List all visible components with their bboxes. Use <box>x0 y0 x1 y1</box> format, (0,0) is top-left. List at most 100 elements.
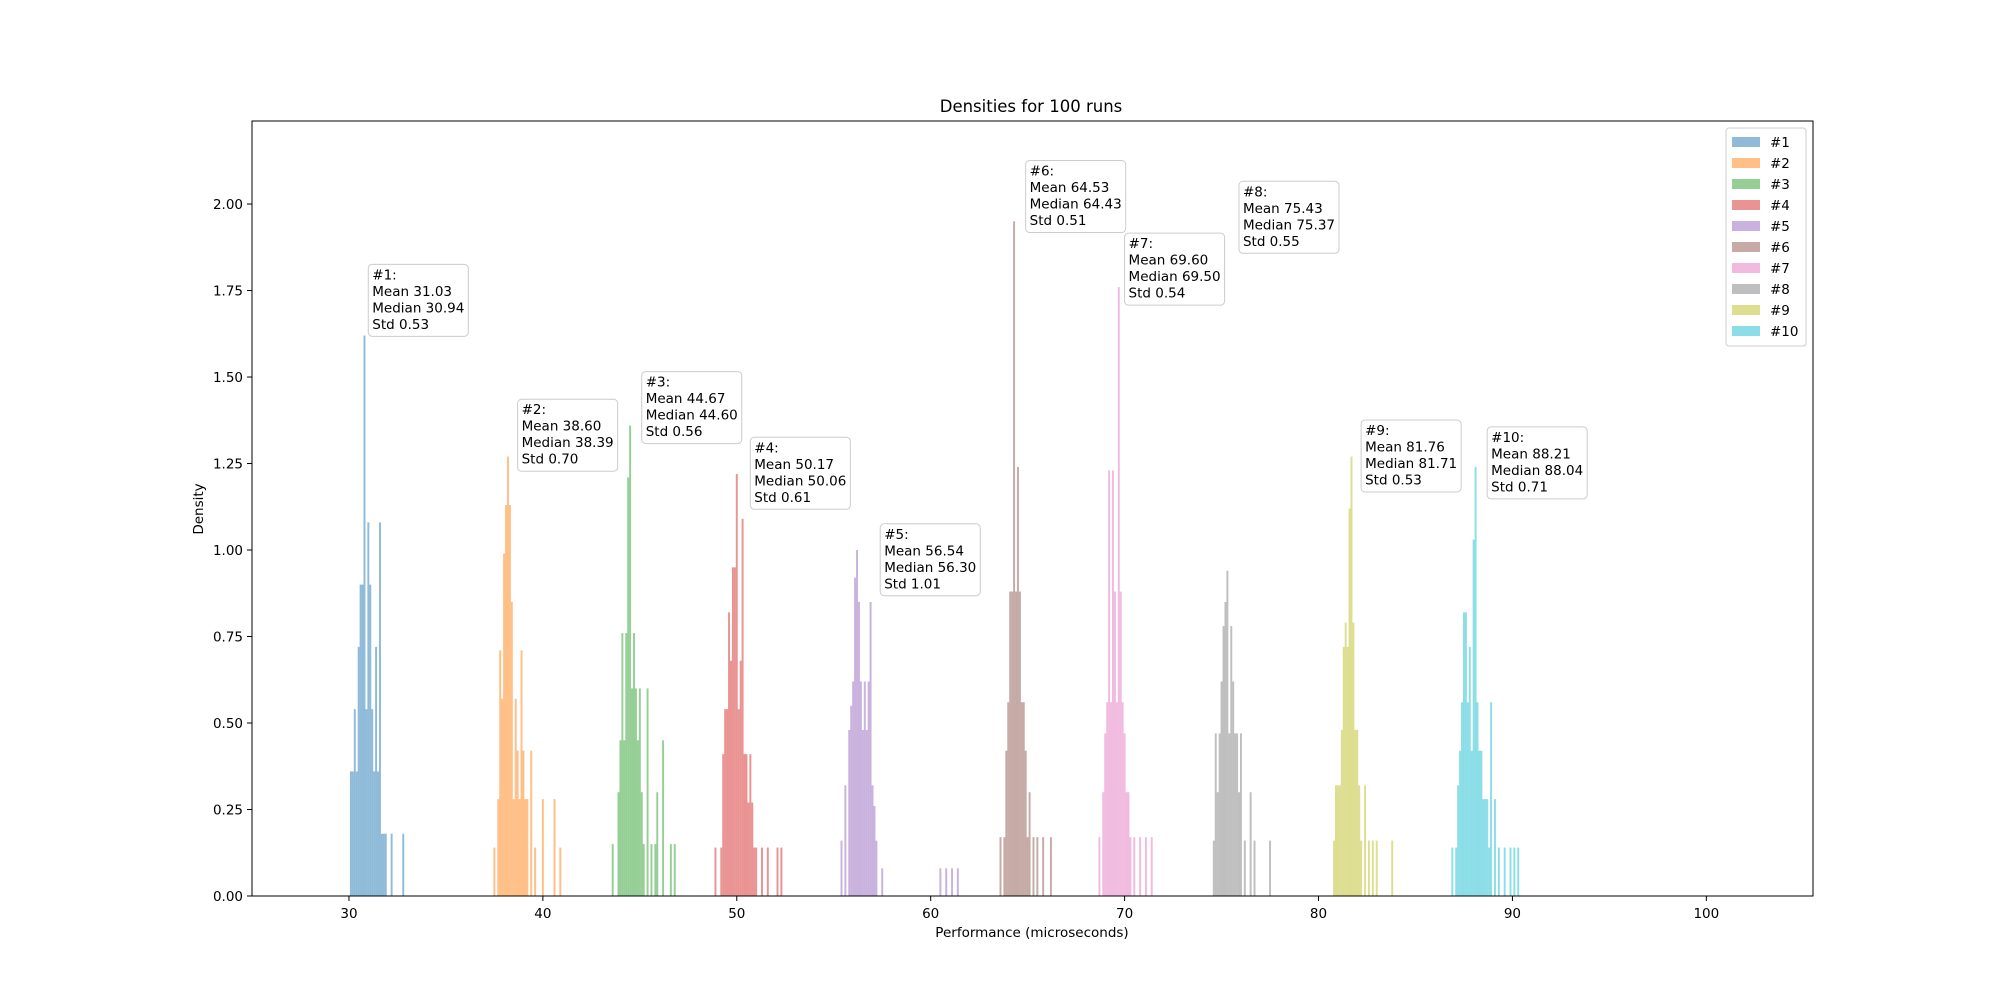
bar-series-1-bin-5 <box>357 646 360 896</box>
bar-series-9-bin-8 <box>1346 646 1349 896</box>
bar-series-4-bin-17 <box>749 754 752 896</box>
bar-series-5-bin-12 <box>865 729 868 896</box>
annotation-line-3-3: Median 44.60 <box>646 408 738 424</box>
bar-series-6-bin-16 <box>1032 837 1035 896</box>
bar-series-5-bin-22 <box>956 868 959 896</box>
bar-series-3-bin-4 <box>621 633 624 896</box>
bar-series-7-bin-3 <box>1104 733 1107 896</box>
y-tick-label-3: 0.50 <box>213 716 243 732</box>
bar-series-3-bin-8 <box>629 425 632 896</box>
bar-series-8-bin-1 <box>1212 840 1215 896</box>
bar-series-10-bin-12 <box>1474 466 1477 896</box>
bar-series-2-bin-19 <box>534 847 537 896</box>
annotation-box-4 <box>749 436 851 510</box>
bar-series-7-bin-19 <box>1144 837 1147 896</box>
bar-series-6-bin-12 <box>1022 702 1025 896</box>
bar-series-9-bin-16 <box>1364 785 1367 896</box>
bar-series-10-bin-21 <box>1494 799 1496 897</box>
bar-series-4-bin-15 <box>745 754 748 896</box>
bar-series-3-bin-5 <box>623 740 626 896</box>
legend-label-7: #7 <box>1770 261 1790 277</box>
bar-series-5-bin-21 <box>951 868 953 896</box>
x-axis-ticks: 30 40 50 60 70 80 90 100 <box>340 896 1719 922</box>
bar-series-6-bin-6 <box>1011 591 1014 896</box>
annotation-line-1-2: Mean 31.03 <box>372 284 452 300</box>
bar-series-2-bin-12 <box>516 750 519 896</box>
bar-series-5-bin-15 <box>871 785 874 896</box>
bar-series-1-bin-10 <box>367 522 370 896</box>
bar-series-2-bin-8 <box>508 505 511 896</box>
bar-series-6-bin-9 <box>1016 466 1019 896</box>
bar-series-5-bin-17 <box>875 840 878 896</box>
annotation-line-8-3: Median 75.37 <box>1243 217 1335 233</box>
bar-series-7-bin-7 <box>1112 470 1114 896</box>
annotation-line-4-3: Median 50.06 <box>754 473 846 489</box>
bar-series-6-bin-10 <box>1018 591 1021 896</box>
bar-series-9-bin-4 <box>1338 785 1341 896</box>
bar-series-5-bin-16 <box>873 806 876 896</box>
x-tick-label-4: 60 <box>922 906 939 922</box>
bar-series-1-bin-11 <box>369 584 372 896</box>
bar-series-3-bin-10 <box>633 633 635 896</box>
bar-series-8-bin-11 <box>1232 681 1235 896</box>
annotation-line-9-3: Median 81.71 <box>1365 456 1457 472</box>
histogram-bars <box>349 221 1520 897</box>
annotation-line-5-3: Median 56.30 <box>884 560 976 576</box>
bar-series-3-bin-9 <box>631 688 634 896</box>
bar-series-4-bin-9 <box>733 567 736 896</box>
annotation-line-3-4: Std 0.56 <box>646 424 703 440</box>
bar-series-6-bin-7 <box>1013 221 1016 896</box>
bar-series-9-bin-6 <box>1342 646 1345 896</box>
bar-series-2-bin-5 <box>503 553 506 896</box>
bar-series-5-bin-10 <box>861 729 864 896</box>
bar-series-5-bin-8 <box>857 601 860 896</box>
bar-series-8-bin-2 <box>1214 733 1217 896</box>
annotation-line-4-2: Mean 50.17 <box>754 457 834 473</box>
bar-series-9-bin-11 <box>1352 622 1355 896</box>
bar-series-10-bin-2 <box>1455 847 1458 896</box>
legend-swatch-2 <box>1732 158 1760 168</box>
bar-series-10-bin-24 <box>1509 847 1512 896</box>
bar-series-4-bin-8 <box>731 567 734 896</box>
bar-series-2-bin-13 <box>518 799 521 897</box>
bar-series-1-bin-13 <box>373 771 376 896</box>
bar-series-9-bin-18 <box>1371 840 1374 896</box>
bar-series-3-bin-22 <box>673 844 676 896</box>
bar-series-9-bin-10 <box>1350 456 1353 896</box>
bar-series-4-bin-3 <box>722 754 725 896</box>
bar-series-2-bin-9 <box>510 601 513 896</box>
bar-series-2-bin-11 <box>514 698 517 896</box>
axes-frame <box>251 120 1814 897</box>
annotation-line-7-1: #7: <box>1129 236 1153 252</box>
legend-label-6: #6 <box>1770 240 1790 256</box>
bar-series-3-bin-20 <box>662 740 665 896</box>
legend-swatch-9 <box>1732 305 1760 315</box>
legend-label-10: #10 <box>1770 324 1799 340</box>
annotation-line-1-3: Median 30.94 <box>372 300 464 316</box>
annotation-line-10-3: Median 88.04 <box>1491 463 1583 479</box>
bar-series-2-bin-22 <box>559 847 562 896</box>
bar-series-6-bin-17 <box>1036 837 1039 896</box>
bar-series-5-bin-18 <box>881 868 884 896</box>
bar-series-1-bin-17 <box>380 833 383 896</box>
bar-series-4-bin-19 <box>753 847 756 896</box>
bar-series-9-bin-1 <box>1333 840 1336 896</box>
legend-label-8: #8 <box>1770 282 1790 298</box>
x-tick-label-5: 70 <box>1116 906 1133 922</box>
bar-series-9-bin-17 <box>1367 840 1370 896</box>
bar-series-6-bin-1 <box>999 837 1002 896</box>
bar-series-7-bin-5 <box>1108 470 1111 896</box>
bar-series-5-bin-7 <box>856 550 858 896</box>
bar-series-6-bin-4 <box>1007 702 1010 896</box>
annotation-line-7-4: Std 0.54 <box>1129 286 1186 302</box>
bar-series-9-bin-2 <box>1335 785 1337 896</box>
bar-series-5-bin-9 <box>859 681 862 896</box>
y-axis-label: Density <box>191 483 207 534</box>
bar-series-4-bin-10 <box>735 473 738 896</box>
x-tick-label-1: 30 <box>340 906 357 922</box>
bar-series-7-bin-4 <box>1106 702 1109 896</box>
